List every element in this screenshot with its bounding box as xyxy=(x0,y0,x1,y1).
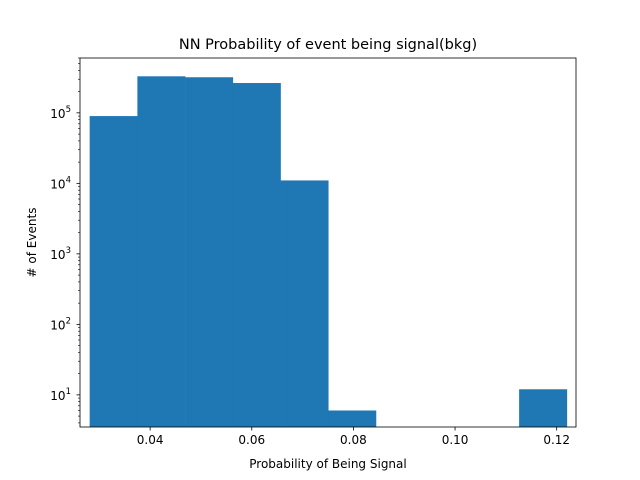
y-tick-label: 104 xyxy=(50,175,71,191)
y-axis-label: # of Events xyxy=(25,208,39,278)
histogram-bar xyxy=(232,83,281,428)
chart-title: NN Probability of event being signal(bkg… xyxy=(179,37,477,53)
histogram-bar xyxy=(280,180,329,427)
x-tick-label: 0.12 xyxy=(543,433,570,447)
histogram-bar xyxy=(328,410,377,427)
y-tick-label: 102 xyxy=(50,316,71,332)
histogram-bar xyxy=(89,116,138,427)
histogram-bar xyxy=(185,77,234,428)
x-axis-label: Probability of Being Signal xyxy=(249,457,406,471)
x-axis-ticks: 0.04 0.06 0.08 0.10 0.12 xyxy=(137,427,570,447)
plot-frame xyxy=(79,57,577,428)
histogram-bar xyxy=(519,389,568,427)
y-axis-ticks: 101 102 103 104 105 xyxy=(50,105,80,403)
y-tick-label: 101 xyxy=(50,387,71,403)
x-tick-label: 0.04 xyxy=(137,433,164,447)
bars-group xyxy=(89,76,568,428)
y-tick-label: 103 xyxy=(50,246,71,262)
x-tick-label: 0.10 xyxy=(442,433,469,447)
y-tick-label: 105 xyxy=(50,105,71,121)
histogram-bar xyxy=(137,76,186,427)
x-tick-label: 0.08 xyxy=(340,433,367,447)
x-tick-label: 0.06 xyxy=(238,433,265,447)
